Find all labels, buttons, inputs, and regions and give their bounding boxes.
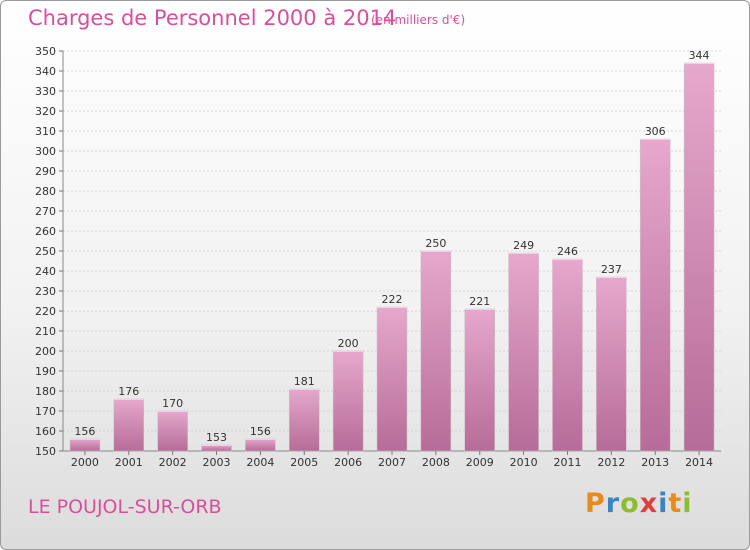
value-labels: 156 176 170 153 156 181 200 222 250 221 249 246 237 3… bbox=[74, 49, 709, 444]
x-tick-label: 2010 bbox=[510, 456, 538, 469]
proxiti-logo: Proxiti bbox=[585, 488, 693, 519]
y-tick-label: 200 bbox=[35, 345, 56, 358]
bar bbox=[289, 388, 320, 452]
x-tick-label: 2007 bbox=[378, 456, 406, 469]
value-label: 249 bbox=[513, 239, 534, 252]
y-tick-label: 250 bbox=[35, 245, 56, 258]
x-tick-label: 2006 bbox=[334, 456, 362, 469]
value-label: 306 bbox=[645, 125, 666, 138]
y-tick-labels: 150 160 170 180 190 200 210 220 230 240 250 260 270 2… bbox=[35, 45, 63, 458]
x-tick-label: 2000 bbox=[71, 456, 99, 469]
logo-letter: o bbox=[620, 488, 640, 519]
x-tick-labels: 2000 2001 2002 2003 2004 2005 2006 2007 2008 2009… bbox=[71, 451, 713, 469]
y-tick-label: 170 bbox=[35, 405, 56, 418]
y-tick-label: 180 bbox=[35, 385, 56, 398]
bar bbox=[245, 438, 276, 452]
value-label: 156 bbox=[250, 425, 271, 438]
y-tick-label: 220 bbox=[35, 305, 56, 318]
value-label: 237 bbox=[601, 263, 622, 276]
y-tick-label: 290 bbox=[35, 165, 56, 178]
value-label: 250 bbox=[425, 237, 446, 250]
chart-title: Charges de Personnel 2000 à 2014 bbox=[28, 6, 397, 30]
y-tick-label: 320 bbox=[35, 105, 56, 118]
x-tick-label: 2012 bbox=[597, 456, 625, 469]
y-tick-label: 310 bbox=[35, 125, 56, 138]
logo-letter: P bbox=[585, 488, 606, 519]
y-tick-label: 300 bbox=[35, 145, 56, 158]
bar bbox=[69, 438, 101, 452]
value-label: 200 bbox=[338, 337, 359, 350]
x-tick-label: 2003 bbox=[203, 456, 231, 469]
bar bbox=[157, 410, 188, 452]
bar bbox=[420, 250, 452, 452]
logo-letter: i bbox=[658, 488, 669, 519]
value-label: 222 bbox=[382, 293, 403, 306]
bar bbox=[639, 138, 671, 452]
bar bbox=[332, 350, 364, 452]
x-tick-label: 2005 bbox=[290, 456, 318, 469]
logo-letter: r bbox=[605, 488, 621, 519]
x-tick-label: 2014 bbox=[685, 456, 713, 469]
x-tick-label: 2002 bbox=[159, 456, 187, 469]
value-label: 176 bbox=[118, 385, 139, 398]
y-tick-label: 150 bbox=[35, 445, 56, 458]
y-tick-label: 210 bbox=[35, 325, 56, 338]
logo-letter: t bbox=[668, 488, 683, 519]
bar bbox=[683, 62, 715, 452]
x-tick-label: 2013 bbox=[641, 456, 669, 469]
value-label: 156 bbox=[74, 425, 95, 438]
chart-subtitle: (en milliers d'€) bbox=[371, 13, 466, 27]
bar bbox=[552, 258, 583, 452]
bar bbox=[508, 252, 539, 452]
value-label: 344 bbox=[689, 49, 710, 62]
value-label: 181 bbox=[294, 375, 315, 388]
x-tick-label: 2008 bbox=[422, 456, 450, 469]
value-label: 170 bbox=[162, 397, 183, 410]
x-tick-label: 2011 bbox=[553, 456, 581, 469]
bars bbox=[69, 62, 715, 452]
value-label: 221 bbox=[469, 295, 490, 308]
value-label: 153 bbox=[206, 431, 227, 444]
y-tick-label: 230 bbox=[35, 285, 56, 298]
bar bbox=[113, 398, 145, 452]
x-tick-label: 2004 bbox=[246, 456, 274, 469]
bar bbox=[376, 306, 408, 452]
logo-letter: x bbox=[639, 488, 659, 519]
y-tick-label: 160 bbox=[35, 425, 56, 438]
value-label: 246 bbox=[557, 245, 578, 258]
y-tick-label: 340 bbox=[35, 65, 56, 78]
x-tick-label: 2009 bbox=[466, 456, 494, 469]
y-tick-label: 240 bbox=[35, 265, 56, 278]
y-tick-label: 190 bbox=[35, 365, 56, 378]
y-tick-label: 260 bbox=[35, 225, 56, 238]
town-name: LE POUJOL-SUR-ORB bbox=[28, 496, 222, 518]
bar bbox=[464, 308, 495, 452]
y-tick-label: 270 bbox=[35, 205, 56, 218]
gridlines bbox=[63, 50, 721, 452]
y-tick-label: 330 bbox=[35, 85, 56, 98]
x-tick-label: 2001 bbox=[115, 456, 143, 469]
y-tick-label: 350 bbox=[35, 45, 56, 58]
logo-letter: i bbox=[682, 488, 693, 519]
y-tick-label: 280 bbox=[35, 185, 56, 198]
bar bbox=[596, 276, 627, 452]
